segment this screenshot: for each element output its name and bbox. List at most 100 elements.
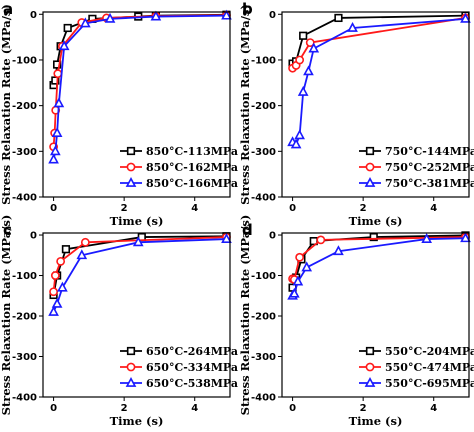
legend-marker [126,362,136,372]
series-blue [48,233,232,316]
y-tick-label: -200 [251,101,276,112]
x-tick-label: 2 [360,403,367,414]
data-point [333,245,344,256]
plot-frame [281,11,470,198]
legend: 750°C-144MPa 750°C-252MPa 750°C-381MPa [357,141,474,193]
panel-c: 0 -100 -200 -300 -400 0 2 4 Time (s) Stress Relax… [0,215,238,428]
data-point [369,232,378,242]
data-point [289,287,300,298]
data-point [421,233,433,243]
data-point [104,12,116,23]
legend-label: 850°C-162MPa [146,161,238,174]
data-point [61,245,71,254]
data-point [56,256,66,266]
data-point [48,153,59,164]
data-point [49,287,58,297]
panel-letter: d [242,221,253,239]
series-blue [287,12,471,149]
data-point [53,60,62,69]
y-tick-label: -100 [251,271,276,282]
legend-label: 750°C-144MPa [385,145,474,158]
y-tick-label: -400 [251,193,276,204]
legend-label: 650°C-264MPa [146,345,238,358]
series-line [52,14,227,160]
legend: 850°C-113MPa 850°C-162MPa 850°C-166MPa [118,141,238,193]
legend-label: 650°C-538MPa [146,377,238,390]
legend-label: 850°C-166MPa [146,177,238,190]
data-point [50,271,60,280]
y-tick-label: -200 [12,101,37,112]
legend-label: 650°C-334MPa [146,361,238,374]
data-point [316,235,326,245]
data-point [295,55,305,65]
y-axis-title: Stress Relaxation Rate (MPa/s) [238,215,252,416]
data-point [132,236,144,247]
legend-label: 750°C-381MPa [385,177,474,190]
series-line [291,237,466,297]
data-point [295,252,305,262]
data-point [221,9,232,20]
data-point [460,12,471,23]
data-point [58,40,70,51]
panel-letter: b [242,0,253,18]
data-point [50,145,61,156]
x-tick-label: 0 [50,203,57,214]
y-tick-label: -300 [12,147,37,158]
y-tick-label: 0 [269,10,276,21]
y-tick-label: -100 [251,55,276,66]
x-tick-label: 4 [191,403,198,414]
legend-marker [365,162,375,172]
y-tick-label: -200 [12,312,37,323]
data-point [150,10,162,21]
legend-marker [125,177,137,187]
x-tick-label: 2 [121,203,128,214]
data-point [76,249,88,260]
legend-marker [364,177,376,187]
data-point [221,233,232,243]
legend-label: 850°C-113MPa [146,145,238,158]
x-axis-title: Time (s) [349,214,403,228]
y-tick-label: -200 [251,312,276,323]
legend-marker [365,346,375,356]
legend-marker [125,377,137,387]
x-tick-label: 0 [289,203,296,214]
y-tick-label: 0 [30,10,37,21]
y-tick-label: -300 [251,352,276,363]
y-axis-title: Stress Relaxation Rate (MPa/s) [238,4,252,205]
data-point [308,42,320,53]
data-point [63,23,72,33]
data-point [460,232,471,243]
data-point [51,297,63,308]
data-point [347,22,358,32]
plot-frame [42,232,231,398]
series-blue [48,9,232,164]
y-tick-label: -100 [12,55,37,66]
panel-a: 0 -100 -200 -300 -400 0 2 4 Time (s) Stress Relax… [0,0,238,228]
series-red [288,13,470,73]
legend-marker [126,162,136,172]
x-tick-label: 0 [50,403,57,414]
x-tick-label: 2 [360,203,367,214]
panel-letter: a [3,0,13,18]
data-point [301,261,313,272]
y-tick-label: -300 [12,352,37,363]
y-axis-title: Stress Relaxation Rate (MPa/s) [0,4,13,205]
series-line [52,238,227,313]
legend-label: 550°C-695MPa [385,377,474,390]
data-point [51,127,63,137]
data-point [299,31,308,40]
x-tick-label: 4 [430,403,437,414]
data-point [80,237,90,247]
data-point [292,275,304,286]
x-axis-title: Time (s) [110,214,164,228]
data-point [305,38,315,48]
data-point [334,13,343,23]
x-tick-label: 4 [191,203,198,214]
plot-frame [281,232,470,398]
series-black [288,231,470,292]
data-point [290,138,302,149]
data-point [297,85,309,96]
y-tick-label: -100 [12,271,37,282]
panel-letter: c [3,221,12,239]
